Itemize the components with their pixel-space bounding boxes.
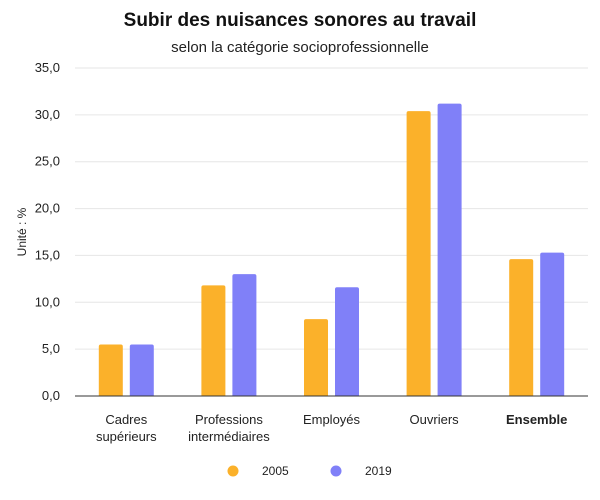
chart-title: Subir des nuisances sonores au travail (124, 10, 477, 31)
category-label: Ouvriers (410, 412, 460, 427)
gridlines (75, 67, 588, 350)
bars (98, 103, 565, 397)
bar-2019-0[interactable] (129, 344, 154, 396)
bar-2019-1[interactable] (232, 274, 257, 396)
bar-2005-1[interactable] (201, 285, 226, 396)
category-label: supérieurs (96, 429, 157, 444)
category-label: Ensemble (506, 412, 567, 427)
bar-2005-2[interactable] (304, 319, 328, 396)
legend-label-2005[interactable]: 2005 (262, 464, 289, 478)
bar-2005-3[interactable] (406, 111, 431, 396)
chart-subtitle: selon la catégorie socioprofessionnelle (171, 39, 429, 56)
y-tick-label: 35,0 (35, 60, 60, 75)
legend-marker-2005[interactable] (227, 465, 239, 477)
bar-2019-2[interactable] (335, 287, 359, 396)
y-tick-label: 15,0 (35, 247, 60, 262)
bar-2019-3[interactable] (437, 103, 462, 397)
category-label: intermédiaires (188, 429, 270, 444)
y-tick-label: 30,0 (35, 107, 60, 122)
y-tick-label: 0,0 (42, 388, 60, 403)
category-label: Employés (303, 412, 361, 427)
legend-label-2019[interactable]: 2019 (365, 464, 392, 478)
category-label: Cadres (105, 412, 147, 427)
legend[interactable]: 2005 2019 (227, 464, 393, 478)
x-axis-categories: Cadres supérieurs Professions intermédiaire… (96, 412, 567, 444)
y-tick-label: 10,0 (35, 294, 60, 309)
category-label: Professions (195, 412, 263, 427)
bar-2005-4[interactable] (509, 259, 534, 396)
y-tick-label: 20,0 (35, 201, 60, 216)
bar-2005-0[interactable] (98, 344, 123, 396)
y-tick-label: 5,0 (42, 341, 60, 356)
y-tick-label: 25,0 (35, 154, 60, 169)
y-axis-label: Unité : % (15, 207, 29, 256)
y-axis-ticks: 0,0 5,0 10,0 15,0 20,0 25,0 30,0 35,0 (35, 60, 60, 403)
bar-2019-4[interactable] (540, 252, 565, 396)
legend-marker-2019[interactable] (330, 465, 342, 477)
